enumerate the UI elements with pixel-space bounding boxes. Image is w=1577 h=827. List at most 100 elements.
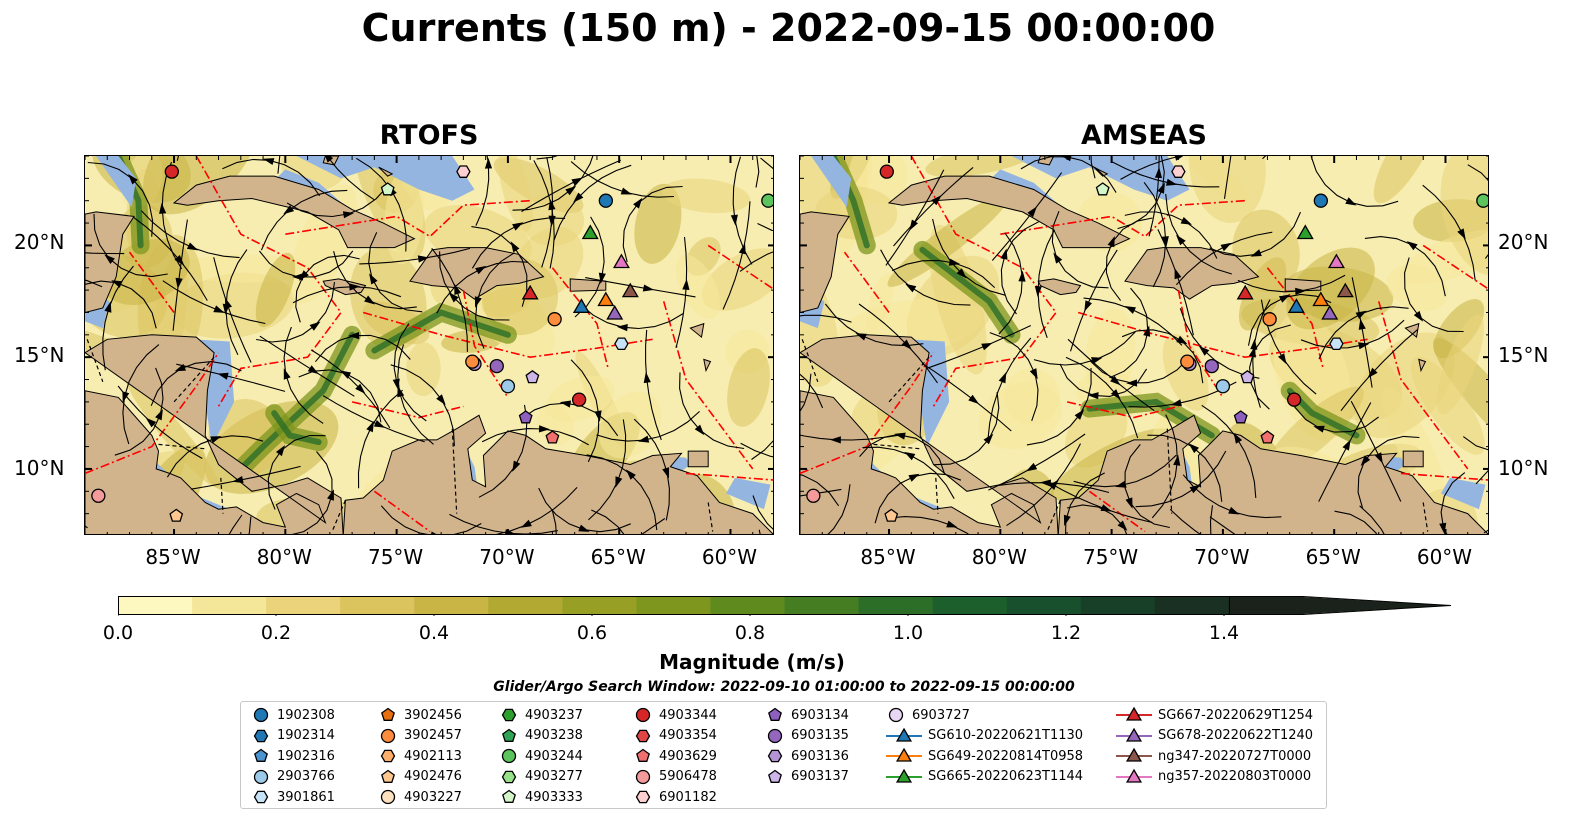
streamline <box>213 257 252 363</box>
country-border <box>873 443 921 450</box>
legend-entry-label: 2903766 <box>277 769 335 784</box>
streamline-arrow <box>578 524 590 532</box>
streamline <box>1169 508 1201 534</box>
land-mass <box>1037 156 1055 166</box>
streamline-arrow <box>1278 294 1291 303</box>
streamline-arrow <box>1198 345 1210 356</box>
land-mass <box>85 334 344 534</box>
streamline-arrow <box>1107 236 1115 248</box>
streamline-arrow <box>908 473 920 482</box>
streamline <box>117 385 203 459</box>
streamline-arrow <box>1026 462 1038 472</box>
streamline-arrow <box>128 174 138 185</box>
streamline <box>551 509 557 534</box>
map-ticks <box>85 156 773 534</box>
streamline-arrow <box>983 433 994 445</box>
streamline-arrow <box>643 371 651 384</box>
streamline-arrow <box>174 255 185 266</box>
colorbar-label: Magnitude (m/s) <box>659 650 845 674</box>
streamline-arrow <box>981 342 993 351</box>
legend-glider-icon <box>1125 706 1143 721</box>
streamline-arrow <box>738 243 746 255</box>
streamline-arrow <box>616 324 628 332</box>
streamline <box>286 186 388 218</box>
streamline <box>1066 504 1128 534</box>
streamline-arrow <box>594 410 602 422</box>
lon-label-left: 70°W <box>479 545 535 569</box>
colorbar-segment <box>118 597 193 614</box>
legend-entry-label: 4903629 <box>659 748 717 764</box>
eez-boundary <box>85 352 220 475</box>
legend-glider-icon <box>1125 727 1143 742</box>
argo-float-marker <box>456 165 471 178</box>
argo-float-marker <box>879 164 894 179</box>
land-mass <box>800 334 1059 534</box>
streamline-arrow <box>830 436 841 444</box>
legend-entry: 4903354 <box>633 726 717 746</box>
legend-entry: 4903344 <box>633 705 717 725</box>
legend-float-icon <box>636 748 650 762</box>
glider-marker <box>597 291 615 307</box>
amseas-map <box>799 155 1489 535</box>
land-mass <box>1418 358 1427 373</box>
legend-entry: SG610-20220621T1130 <box>886 726 1083 746</box>
eez-boundary <box>128 251 175 313</box>
eez-boundary <box>551 267 609 369</box>
colorbar <box>118 596 1452 616</box>
streamlines <box>85 156 773 534</box>
lon-label-right: 65°W <box>1305 545 1361 569</box>
legend-float-icon <box>253 790 269 804</box>
eez-boundary <box>1400 472 1488 481</box>
streamline <box>645 329 662 441</box>
argo-float-marker <box>1095 182 1110 196</box>
streamline-arrow <box>1367 367 1378 379</box>
legend-entry-label: ng357-20220803T0000 <box>1158 769 1312 784</box>
streamline <box>471 226 528 307</box>
streamline <box>1111 161 1220 188</box>
streamline <box>1109 287 1149 379</box>
streamline <box>292 286 402 304</box>
streamline-arrow <box>431 531 437 534</box>
legend-entry: ng347-20220727T0000 <box>1116 746 1311 766</box>
streamline-arrow <box>1115 480 1127 488</box>
streamline <box>322 395 425 443</box>
legend-entry-label: 6901182 <box>659 789 717 805</box>
streamline <box>752 495 773 530</box>
legend: 1902308 1902314 1902316 2903766 3901861 39024… <box>240 701 1327 809</box>
streamline <box>439 251 510 321</box>
legend-glider-icon <box>1125 768 1143 783</box>
colorbar-segment <box>784 597 860 614</box>
streamline-arrow <box>1228 506 1240 515</box>
streamline <box>1252 299 1271 408</box>
legend-float-icon <box>381 769 395 783</box>
streamline-arrow <box>1220 242 1232 252</box>
streamline <box>521 159 622 213</box>
streamline-arrow <box>369 273 378 285</box>
legend-glider-icon <box>1125 747 1143 762</box>
legend-float-icon <box>888 707 904 723</box>
argo-float-marker <box>91 488 106 503</box>
land-mass <box>689 322 705 339</box>
streamline <box>1165 193 1232 275</box>
streamline-arrow <box>155 409 163 421</box>
land-mass <box>687 450 709 468</box>
streamline <box>397 344 434 445</box>
legend-entry-label: ng347-20220727T0000 <box>1158 748 1312 764</box>
streamline <box>380 505 482 534</box>
streamline <box>1318 306 1409 360</box>
streamline <box>541 156 554 268</box>
eez-boundary <box>662 301 754 470</box>
land-mass <box>703 358 712 373</box>
legend-entry-label: 5906478 <box>659 769 717 784</box>
lon-label-right: 60°W <box>1416 545 1473 569</box>
streamline <box>162 280 266 325</box>
streamline <box>1179 308 1260 379</box>
streamline <box>1288 392 1379 433</box>
legend-entry: 4903227 <box>378 787 462 807</box>
land-mass <box>1402 450 1424 468</box>
streamline <box>267 434 326 510</box>
legend-entry: 3901861 <box>251 787 335 807</box>
streamline-arrow <box>1295 287 1307 295</box>
streamline <box>859 434 946 475</box>
streamline <box>932 218 1006 296</box>
